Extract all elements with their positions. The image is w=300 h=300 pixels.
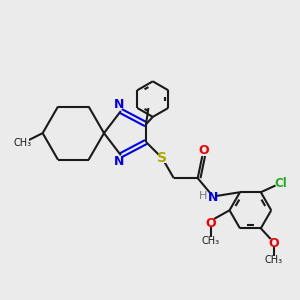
FancyBboxPatch shape [270, 239, 278, 247]
Text: N: N [208, 191, 218, 204]
FancyBboxPatch shape [210, 194, 217, 201]
Text: H: H [199, 191, 208, 202]
FancyBboxPatch shape [268, 256, 281, 264]
FancyBboxPatch shape [204, 237, 217, 245]
Text: CH₃: CH₃ [201, 236, 220, 246]
Text: CH₃: CH₃ [14, 138, 32, 148]
FancyBboxPatch shape [200, 193, 207, 200]
FancyBboxPatch shape [207, 220, 214, 227]
FancyBboxPatch shape [116, 158, 123, 166]
Text: O: O [205, 217, 216, 230]
Text: Cl: Cl [275, 177, 287, 190]
FancyBboxPatch shape [276, 180, 286, 188]
Text: O: O [199, 144, 209, 157]
Text: CH₃: CH₃ [265, 255, 283, 265]
FancyBboxPatch shape [16, 139, 29, 147]
Text: S: S [157, 151, 167, 165]
FancyBboxPatch shape [116, 100, 123, 108]
Text: N: N [114, 155, 124, 169]
Text: O: O [269, 237, 279, 250]
FancyBboxPatch shape [200, 147, 208, 154]
Text: N: N [114, 98, 124, 111]
FancyBboxPatch shape [158, 154, 166, 163]
